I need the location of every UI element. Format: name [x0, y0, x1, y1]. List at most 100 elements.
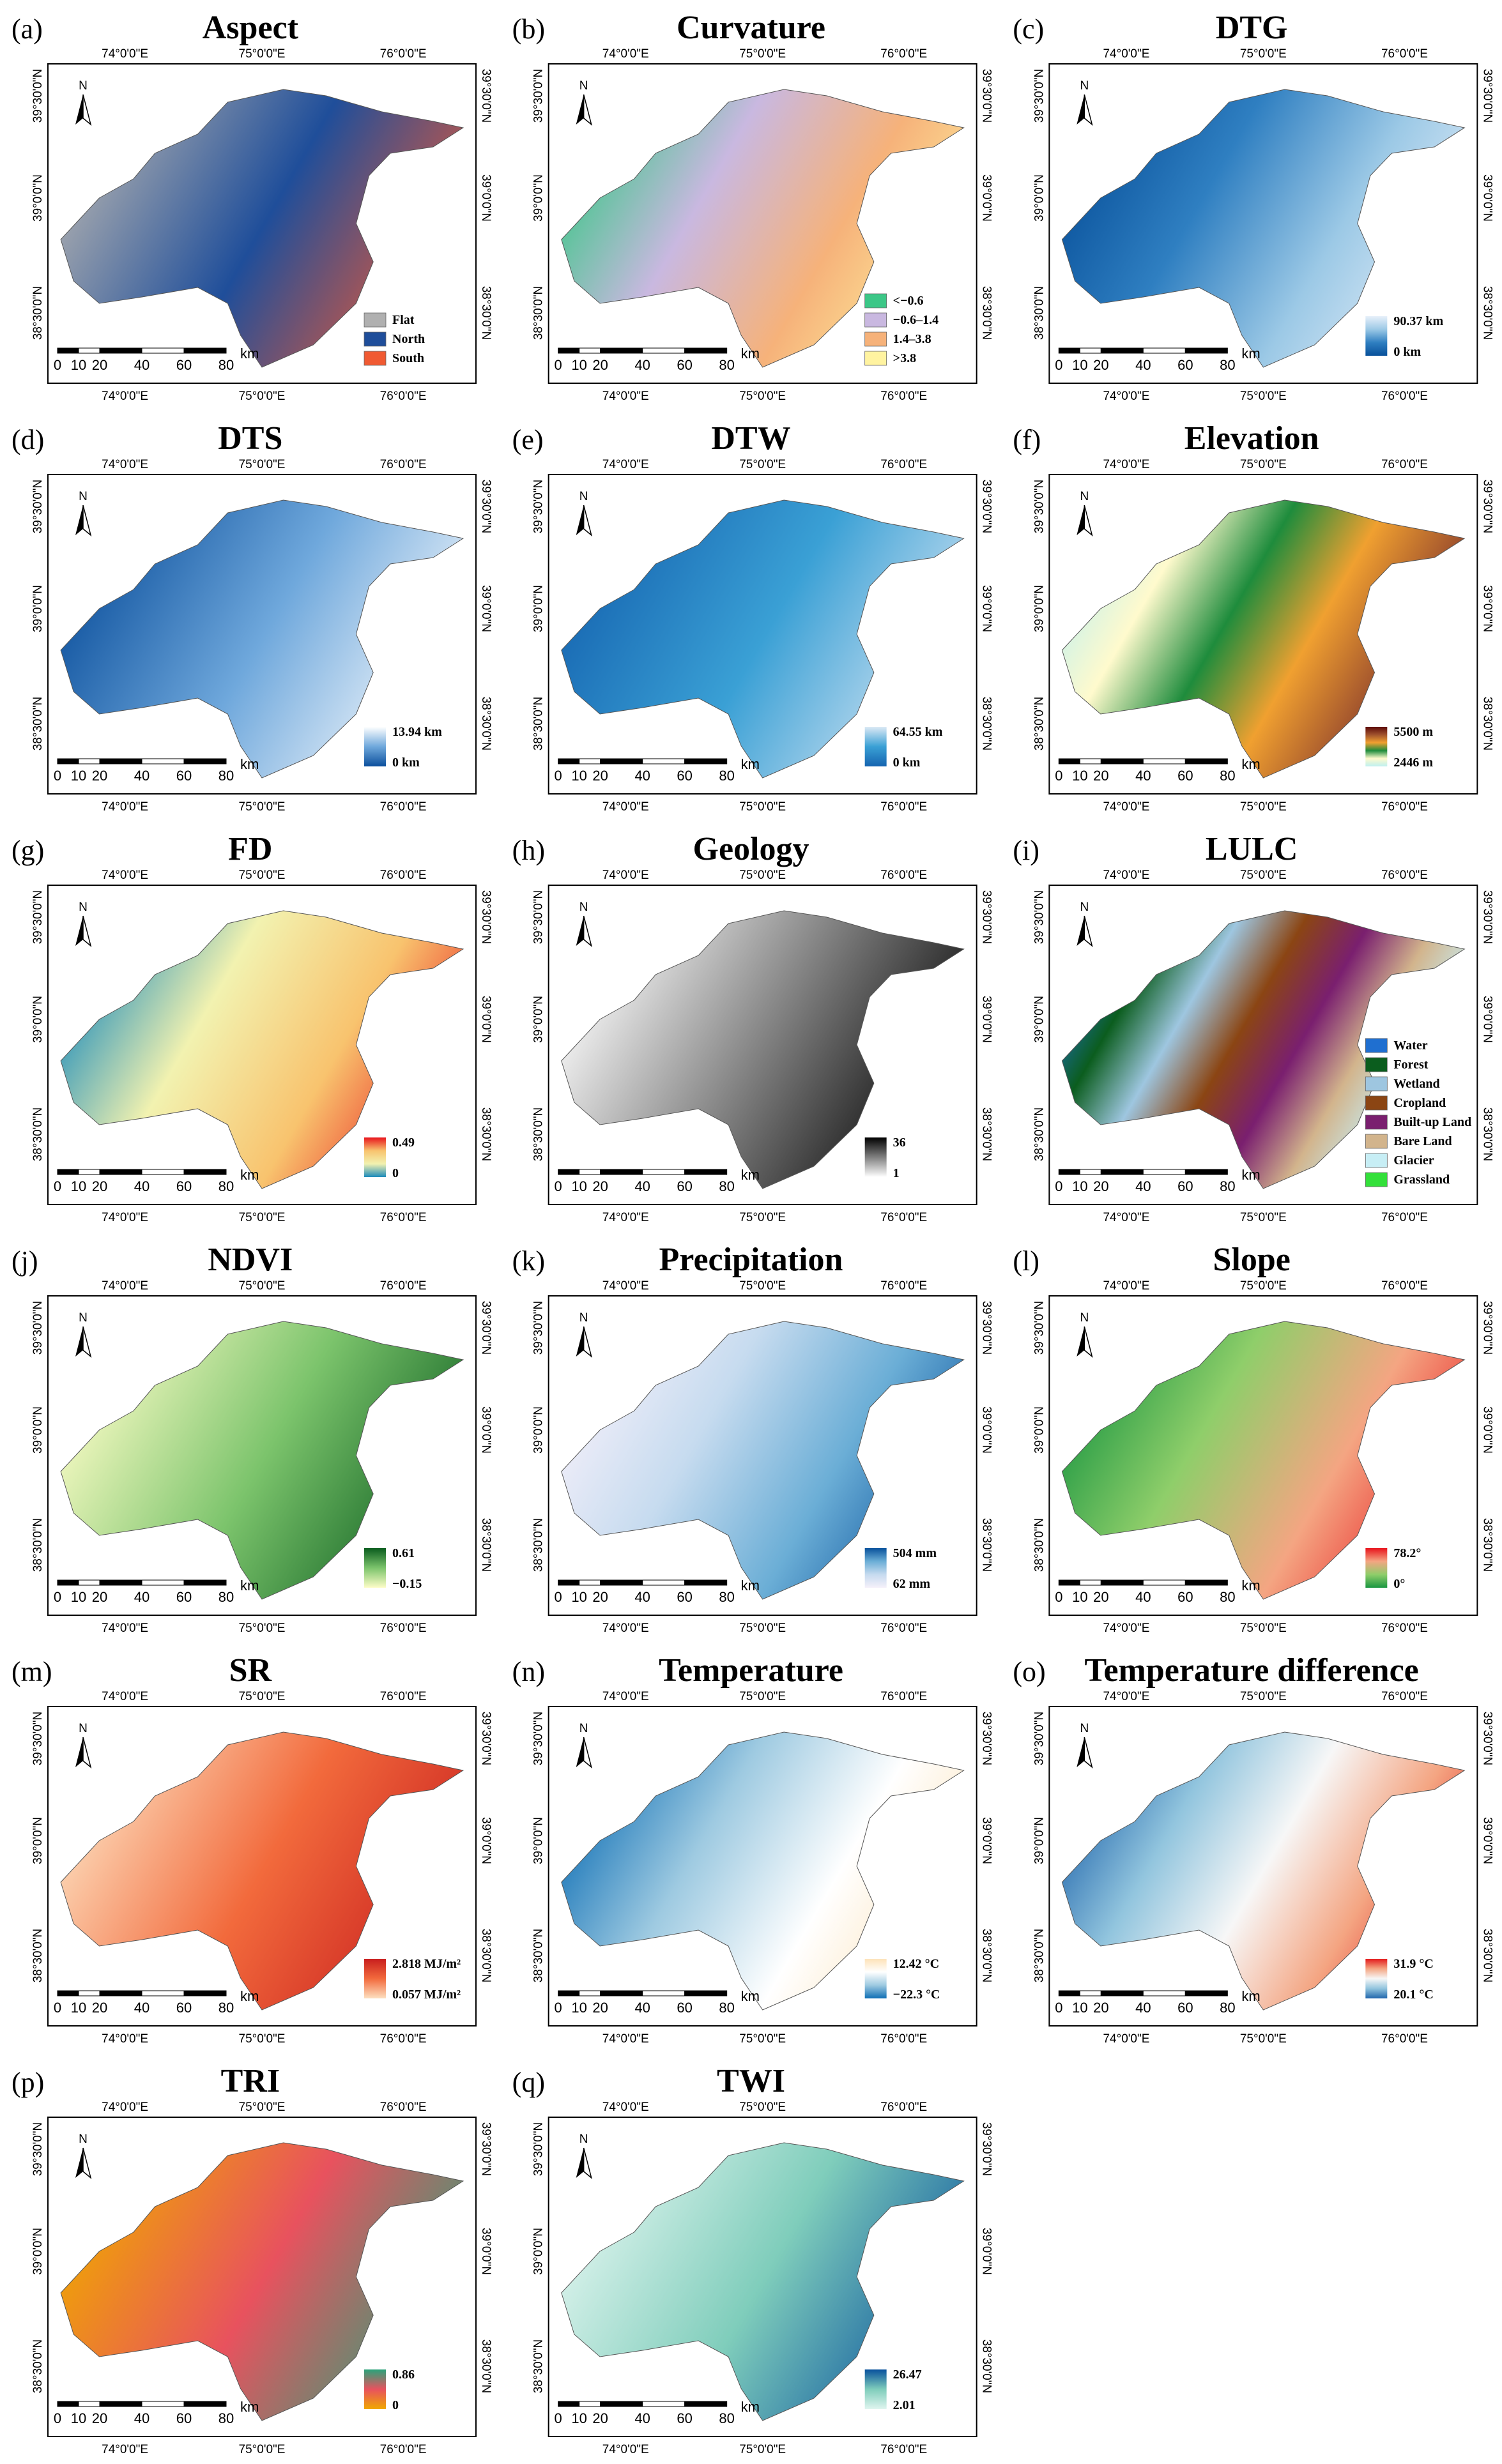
legend-high: 78.2° — [1393, 1546, 1421, 1560]
legend-low: 0 km — [1393, 345, 1421, 359]
latitude-label: 38°30'0"N — [980, 1518, 993, 1572]
legend-swatch — [864, 312, 887, 328]
north-label: N — [1080, 1311, 1089, 1325]
longitude-label: 75°0'0"E — [739, 1690, 786, 1703]
longitude-label: 74°0'0"E — [602, 1690, 649, 1703]
legend-label: Wetland — [1393, 1077, 1439, 1091]
north-arrow — [82, 1737, 92, 1769]
legend-swatch — [864, 351, 887, 366]
north-arrow — [82, 915, 92, 948]
latitude-label: 39°0'0"N — [479, 174, 493, 222]
panel-title: Curvature — [677, 10, 825, 46]
legend-ramp — [1365, 316, 1388, 356]
scale-label: 0 — [1055, 2000, 1062, 2016]
legend-low: 2446 m — [1393, 756, 1433, 770]
legend-low: −22.3 °C — [893, 1988, 940, 2002]
longitude-label: 76°0'0"E — [880, 869, 927, 882]
latitude-label: 39°30'0"N — [31, 1301, 45, 1355]
north-arrow — [82, 2147, 92, 2180]
scale-segment — [642, 1169, 686, 1175]
scale-segment — [141, 1990, 185, 1996]
scale-segment — [1184, 1579, 1228, 1586]
scale-label: 40 — [634, 2000, 650, 2016]
basin-map — [1061, 910, 1466, 1189]
scale-segment — [1142, 1579, 1186, 1586]
latitude-label: 38°30'0"N — [31, 1107, 45, 1162]
scale-unit: km — [240, 1578, 259, 1593]
latitude-label: 39°0'0"N — [1032, 174, 1046, 222]
basin-map — [60, 499, 464, 779]
legend-label: Bare Land — [1393, 1134, 1452, 1148]
latitude-label: 38°30'0"N — [1032, 1929, 1046, 1983]
scale-label: 60 — [1177, 2000, 1193, 2016]
north-label: N — [79, 1722, 88, 1735]
scale-segment — [183, 1990, 227, 1996]
latitude-label: 39°0'0"N — [980, 1817, 993, 1864]
scale-label: 80 — [218, 1178, 234, 1194]
longitude-label: 76°0'0"E — [380, 2101, 427, 2114]
panel-letter: (f) — [1013, 424, 1041, 455]
scale-label: 40 — [1135, 357, 1151, 373]
longitude-label: 74°0'0"E — [102, 1622, 148, 1635]
scale-label: 20 — [92, 768, 107, 784]
north-arrow — [583, 1326, 592, 1358]
legend-high: 26.47 — [893, 2368, 922, 2382]
latitude-label: 39°30'0"N — [532, 480, 546, 534]
scale-segment — [684, 1169, 728, 1175]
scale-label: 60 — [677, 2410, 692, 2426]
legend-ramp — [864, 1548, 887, 1588]
latitude-label: 39°0'0"N — [532, 174, 546, 222]
latitude-label: 38°30'0"N — [1032, 697, 1046, 751]
legend-ramp — [864, 1959, 887, 1998]
legend-label: Glacier — [1393, 1153, 1434, 1167]
legend-swatch — [1365, 1114, 1388, 1130]
north-label: N — [79, 901, 88, 914]
panel-title: FD — [228, 831, 272, 867]
scale-unit: km — [741, 2399, 760, 2415]
longitude-label: 75°0'0"E — [739, 869, 786, 882]
north-label: N — [579, 2133, 588, 2146]
latitude-label: 39°30'0"N — [1480, 1712, 1494, 1766]
legend-swatch — [1365, 1153, 1388, 1168]
scale-label: 60 — [1177, 357, 1193, 373]
scale-label: 10 — [71, 768, 86, 784]
basin-map — [561, 1321, 965, 1600]
legend-ramp — [364, 1137, 386, 1177]
latitude-label: 39°0'0"N — [532, 2228, 546, 2275]
scale-segment — [558, 1579, 580, 1586]
map-panel: (q) TWI 74°0'0"E 74°0'0"E 75°0'0"E 75°0'0"E 76… — [512, 2063, 993, 2456]
legend-swatch — [364, 351, 387, 366]
latitude-label: 39°30'0"N — [980, 1301, 993, 1355]
scale-label: 40 — [134, 2410, 149, 2426]
longitude-label: 76°0'0"E — [1381, 390, 1428, 403]
basin-map — [561, 499, 965, 779]
north-label: N — [79, 79, 88, 93]
scale-unit: km — [1241, 346, 1260, 361]
latitude-label: 39°0'0"N — [479, 1406, 493, 1454]
longitude-label: 76°0'0"E — [880, 2443, 927, 2456]
latitude-label: 39°0'0"N — [1032, 585, 1046, 632]
longitude-label: 75°0'0"E — [739, 2101, 786, 2114]
longitude-label: 74°0'0"E — [102, 1690, 148, 1703]
scale-unit: km — [741, 1988, 760, 2004]
longitude-label: 76°0'0"E — [1381, 869, 1428, 882]
map-panel: (p) TRI 74°0'0"E 74°0'0"E 75°0'0"E 75°0'0"E 76… — [11, 2063, 493, 2456]
basin-map — [1061, 89, 1466, 368]
basin-map — [60, 910, 464, 1189]
longitude-label: 75°0'0"E — [1240, 458, 1287, 471]
scale-segment — [579, 347, 601, 354]
latitude-label: 38°30'0"N — [479, 1518, 493, 1572]
latitude-label: 38°30'0"N — [980, 1929, 993, 1983]
legend-low: 0 km — [392, 756, 420, 770]
legend-ramp — [1365, 1959, 1388, 1998]
north-arrow — [1077, 505, 1085, 535]
north-arrow — [75, 2148, 83, 2178]
scale-label: 0 — [1055, 357, 1062, 373]
map-panel: (c) DTG 74°0'0"E 74°0'0"E 75°0'0"E 75°0'0"E 76… — [1013, 10, 1494, 403]
scale-label: 80 — [719, 768, 734, 784]
north-label: N — [579, 1311, 588, 1325]
map-panel: (n) Temperature 74°0'0"E 74°0'0"E 75°0'0"E 75… — [512, 1652, 993, 2046]
scale-segment — [99, 2401, 142, 2407]
longitude-label: 76°0'0"E — [880, 1690, 927, 1703]
legend-label: Forest — [1393, 1058, 1428, 1072]
